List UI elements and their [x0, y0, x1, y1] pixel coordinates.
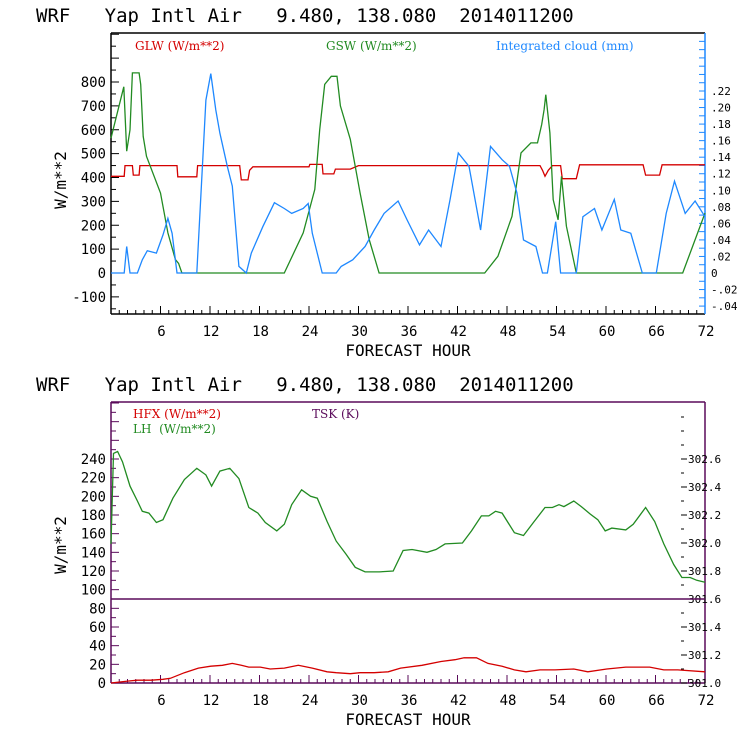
y-tick-label: 120	[81, 564, 106, 580]
y-tick-label: 60	[89, 620, 106, 636]
bottom-panel: 6 12 18 24 30 36 42 48 54 60 66 72 0 20 40 60 80 100 120 14…	[81, 401, 721, 709]
x-tick-label: 12	[203, 693, 220, 709]
y2-tick-label: .08	[711, 201, 731, 214]
y-tick-label: 20	[89, 657, 106, 673]
x-tick-label: 42	[450, 693, 467, 709]
y-tick-label: 200	[81, 218, 106, 234]
y-tick-label: 0	[98, 676, 106, 692]
x-axis-label-bottom: FORECAST HOUR	[345, 710, 471, 729]
legend-glw: GLW (W/m**2)	[135, 39, 224, 53]
x-tick-label: 30	[351, 693, 368, 709]
y2-tick-label: .06	[711, 217, 731, 230]
y2-tick-label: 301.2	[688, 649, 721, 662]
y-tick-label: 180	[81, 508, 106, 524]
y2-tick-label: .18	[711, 118, 731, 131]
x-tick-label: 42	[450, 324, 467, 340]
x-tick-label: 66	[648, 324, 665, 340]
legend-gsw: GSW (W/m**2)	[326, 39, 417, 53]
x-tick-label: 18	[252, 324, 269, 340]
y2-tick-label: 302.4	[688, 481, 721, 494]
chart-title-top: WRF Yap Intl Air 9.480, 138.080 20140112…	[36, 5, 574, 27]
y2-tick-label: .20	[711, 102, 731, 115]
x-tick-label: 54	[549, 693, 566, 709]
y-axis-label-bottom: W/m**2	[51, 516, 70, 574]
y-tick-label: 240	[81, 452, 106, 468]
x-tick-label: 48	[500, 324, 517, 340]
y-tick-label: 160	[81, 527, 106, 543]
x-tick-label: 72	[698, 324, 715, 340]
y-tick-label: 80	[89, 601, 106, 617]
series-line-gsw	[110, 72, 706, 274]
y-tick-label: 100	[81, 242, 106, 258]
x-tick-label: 24	[302, 693, 319, 709]
y-tick-label: -100	[72, 290, 106, 306]
y-tick-label: 200	[81, 489, 106, 505]
legend-hfx: HFX (W/m**2)	[133, 407, 221, 421]
x-tick-label: 18	[252, 693, 269, 709]
legend-tsk: TSK (K)	[312, 407, 359, 421]
y2-tick-label: 302.6	[688, 453, 721, 466]
y-tick-label: 800	[81, 75, 106, 91]
chart-title-bottom: WRF Yap Intl Air 9.480, 138.080 20140112…	[36, 374, 574, 396]
series-line-integrated	[111, 73, 706, 275]
x-tick-label: 24	[302, 324, 319, 340]
x-tick-label: 60	[599, 324, 616, 340]
y-tick-label: 400	[81, 171, 106, 187]
x-tick-label: 72	[698, 693, 715, 709]
x-tick-label: 30	[351, 324, 368, 340]
y-tick-label: 500	[81, 147, 106, 163]
y2-tick-label: .02	[711, 250, 731, 263]
y2-tick-label: .22	[711, 85, 731, 98]
y-tick-label: 700	[81, 99, 106, 115]
series-line-hfx	[110, 657, 706, 684]
y2-tick-label: 301.0	[688, 677, 721, 690]
legend-lh: LH (W/m**2)	[133, 422, 216, 436]
series-line-glw	[111, 163, 705, 181]
y-tick-label: 600	[81, 123, 106, 139]
legend-cloud: Integrated cloud (mm)	[496, 39, 634, 53]
y-tick-label: 40	[89, 639, 106, 655]
y2-tick-label: -.04	[711, 300, 738, 313]
x-tick-label: 6	[157, 693, 165, 709]
y2-tick-label: .14	[711, 151, 731, 164]
x-tick-label: 54	[549, 324, 566, 340]
x-tick-label: 48	[500, 693, 517, 709]
y2-tick-label: 301.8	[688, 565, 721, 578]
y-tick-label: 100	[81, 583, 106, 599]
y2-tick-label: .04	[711, 234, 731, 247]
y2-tick-label: 0	[711, 267, 718, 280]
y-tick-label: 300	[81, 194, 106, 210]
y-tick-label: 0	[98, 266, 106, 282]
y2-tick-label: -.02	[711, 284, 738, 297]
y-tick-label: 220	[81, 471, 106, 487]
x-axis-label-top: FORECAST HOUR	[345, 341, 471, 360]
x-tick-label: 36	[401, 693, 418, 709]
y2-tick-label: .16	[711, 135, 731, 148]
y2-tick-label: 301.4	[688, 621, 721, 634]
x-tick-label: 12	[203, 324, 220, 340]
y2-tick-label: 302.2	[688, 509, 721, 522]
series-line-lh	[110, 450, 706, 583]
y2-tick-label: .12	[711, 168, 731, 181]
y2-tick-label: .10	[711, 184, 731, 197]
y2-tick-label: 302.0	[688, 537, 721, 550]
x-tick-label: 6	[157, 324, 165, 340]
y-axis-label-top: W/m**2	[51, 151, 70, 209]
top-panel: 6 12 18 24 30 36 42 48 54 60 66 72 -100 0 100 200 300 400…	[72, 32, 738, 340]
y-tick-label: 140	[81, 545, 106, 561]
x-tick-label: 36	[401, 324, 418, 340]
x-tick-label: 60	[599, 693, 616, 709]
x-tick-label: 66	[648, 693, 665, 709]
